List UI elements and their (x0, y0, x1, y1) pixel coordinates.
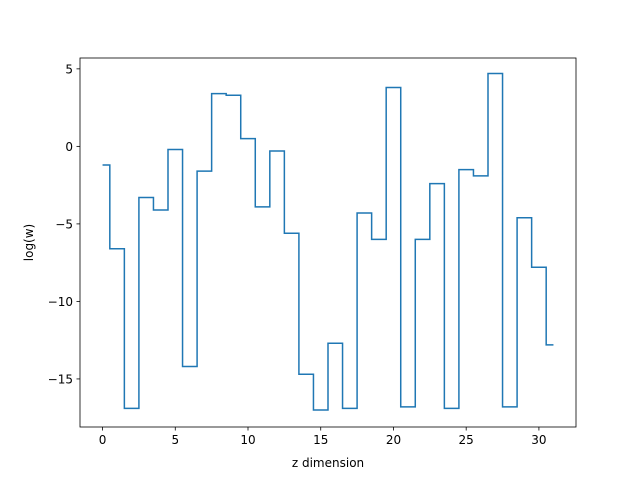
x-tick-label: 5 (171, 433, 179, 447)
y-tick-label: −10 (48, 295, 73, 309)
x-tick-label: 30 (531, 433, 546, 447)
y-tick-label: −5 (55, 217, 73, 231)
plot-frame (79, 57, 577, 428)
y-tick-label: 5 (65, 62, 73, 76)
x-ticks: 0 5 10 15 20 25 30 (99, 427, 547, 447)
y-tick-label: −15 (48, 372, 73, 386)
x-tick-label: 20 (386, 433, 401, 447)
x-axis-label: z dimension (292, 456, 364, 470)
y-tick-label: 0 (65, 140, 73, 154)
x-tick-label: 25 (459, 433, 474, 447)
series-line (102, 72, 554, 411)
x-tick-label: 0 (99, 433, 107, 447)
y-axis-label: log(w) (22, 224, 36, 261)
y-ticks: 5 0 −5 −10 −15 (48, 62, 80, 386)
x-tick-label: 10 (240, 433, 255, 447)
x-tick-label: 15 (313, 433, 328, 447)
